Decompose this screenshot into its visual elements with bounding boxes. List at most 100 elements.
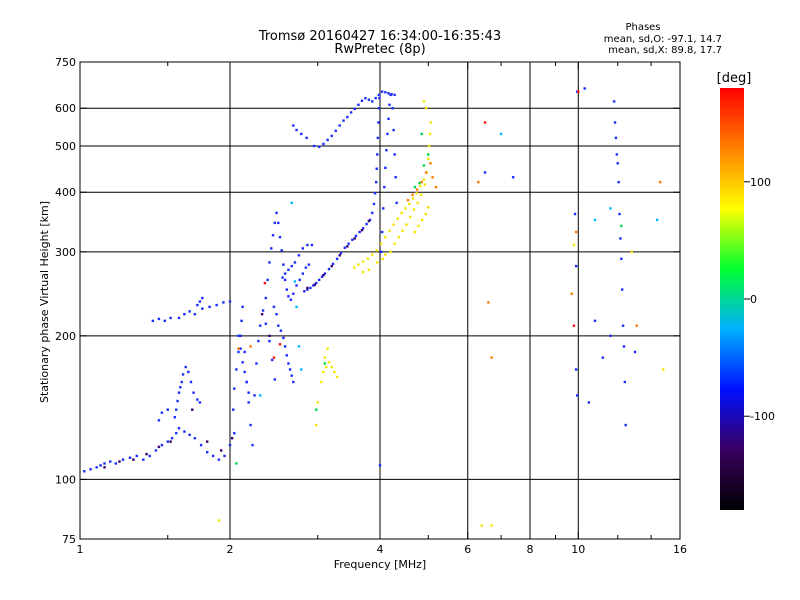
colorbar-ramp bbox=[720, 88, 744, 510]
y-axis: 75 100 200 300 400 500 600 750 bbox=[55, 56, 680, 546]
echo-point bbox=[205, 440, 209, 443]
echo-point bbox=[278, 343, 282, 346]
echo-point bbox=[376, 153, 379, 156]
echo-point bbox=[282, 263, 285, 266]
echo-point bbox=[326, 347, 329, 350]
echo-point bbox=[239, 347, 242, 350]
echo-point bbox=[293, 261, 297, 264]
echo-point bbox=[419, 184, 422, 188]
echo-point bbox=[295, 284, 298, 287]
echo-point bbox=[283, 272, 287, 275]
y-tick-label: 400 bbox=[55, 186, 76, 199]
echo-point bbox=[292, 124, 295, 127]
echo-point bbox=[330, 365, 333, 369]
echo-point bbox=[268, 334, 271, 338]
echo-point bbox=[272, 305, 276, 309]
echo-point bbox=[587, 401, 591, 404]
echo-point bbox=[623, 380, 627, 384]
echo-point bbox=[609, 334, 612, 338]
echo-point bbox=[297, 345, 301, 348]
echo-point bbox=[371, 211, 374, 215]
echo-point bbox=[217, 519, 221, 522]
chart-title-line2: RwPretec (8p) bbox=[334, 42, 425, 57]
echo-point bbox=[480, 524, 483, 527]
y-tick-label: 75 bbox=[62, 533, 76, 546]
echo-point bbox=[420, 193, 423, 197]
echo-point bbox=[287, 268, 290, 272]
echo-point bbox=[375, 167, 378, 170]
echo-point bbox=[483, 121, 487, 124]
echo-point bbox=[377, 93, 381, 97]
echo-point bbox=[323, 356, 327, 359]
echo-point bbox=[118, 460, 121, 463]
echo-point bbox=[377, 107, 381, 110]
echo-point bbox=[135, 454, 138, 458]
echo-point bbox=[230, 437, 234, 440]
echo-point bbox=[304, 266, 308, 269]
echo-point bbox=[277, 221, 280, 225]
echo-point bbox=[290, 374, 293, 377]
echo-point bbox=[259, 394, 262, 397]
echo-point bbox=[191, 408, 194, 411]
echo-point bbox=[333, 370, 336, 374]
colorbar-tick-label: -100 bbox=[750, 410, 775, 423]
echo-point bbox=[431, 176, 434, 179]
echo-point bbox=[188, 433, 191, 437]
x-tick-label: 6 bbox=[464, 543, 471, 556]
echo-point bbox=[428, 132, 432, 136]
echo-point bbox=[198, 300, 202, 303]
echo-point bbox=[499, 132, 503, 136]
echo-point bbox=[279, 329, 283, 332]
echo-point bbox=[417, 224, 420, 228]
echo-point bbox=[375, 249, 378, 252]
echo-point bbox=[322, 142, 325, 146]
echo-point bbox=[306, 286, 309, 290]
echo-point bbox=[95, 466, 98, 469]
echo-point bbox=[393, 93, 396, 97]
echo-point bbox=[201, 296, 204, 300]
echo-point bbox=[132, 458, 135, 461]
echo-point bbox=[378, 96, 381, 100]
echo-point bbox=[573, 212, 577, 216]
echo-point bbox=[335, 257, 339, 261]
echo-point bbox=[183, 312, 186, 316]
echo-point bbox=[388, 229, 391, 233]
echo-point bbox=[290, 201, 293, 205]
echo-point bbox=[416, 201, 419, 205]
echo-point bbox=[177, 316, 181, 320]
echo-point bbox=[389, 250, 392, 254]
echo-point bbox=[323, 362, 327, 365]
echo-point bbox=[268, 339, 271, 343]
echo-point bbox=[285, 288, 288, 291]
echo-point bbox=[217, 458, 221, 461]
echo-point bbox=[601, 356, 605, 359]
echo-point bbox=[382, 207, 385, 210]
echo-point bbox=[89, 468, 92, 471]
echo-point bbox=[184, 365, 187, 369]
echo-point bbox=[380, 90, 384, 93]
echo-point bbox=[290, 264, 293, 268]
echo-point bbox=[237, 350, 240, 354]
echo-point bbox=[327, 361, 331, 364]
echo-point bbox=[245, 380, 248, 384]
echo-point bbox=[99, 464, 102, 467]
echo-point bbox=[205, 451, 209, 454]
echo-point bbox=[427, 144, 431, 148]
x-tick-label: 16 bbox=[673, 543, 687, 556]
echo-point bbox=[283, 278, 287, 282]
echo-point bbox=[361, 260, 365, 263]
echo-point bbox=[490, 524, 493, 527]
echo-point bbox=[372, 202, 376, 206]
echo-point bbox=[322, 370, 325, 374]
echo-point bbox=[193, 437, 197, 440]
echo-point bbox=[320, 380, 323, 384]
echo-point bbox=[223, 454, 226, 458]
echo-point bbox=[393, 242, 396, 245]
echo-point bbox=[593, 218, 597, 222]
echo-point bbox=[635, 324, 638, 327]
plot-area: 1 2 4 6 8 10 16 75 100 200 300 400 500 600 750 bbox=[55, 56, 687, 556]
echo-point bbox=[243, 370, 246, 374]
echo-point bbox=[361, 227, 365, 230]
echo-point bbox=[235, 368, 238, 371]
echo-point bbox=[277, 324, 280, 327]
